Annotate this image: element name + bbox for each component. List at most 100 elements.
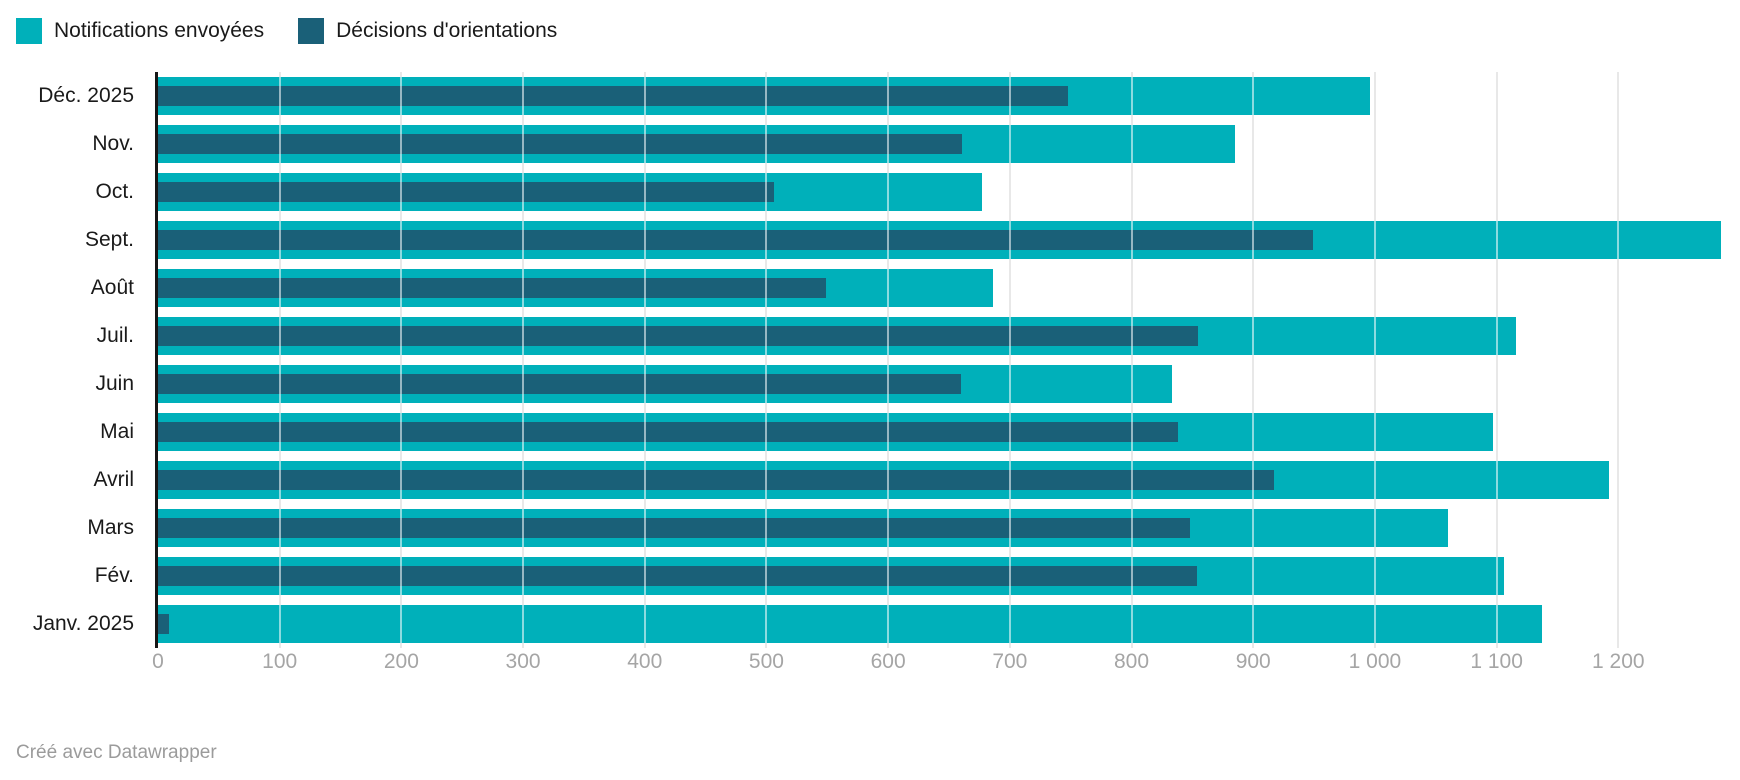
gridline-over-bar [643, 182, 646, 202]
x-tick-label: 100 [262, 650, 298, 673]
gridline [1252, 72, 1255, 648]
gridline-over-bar [278, 278, 281, 298]
bar-decisions[interactable] [158, 278, 827, 298]
bar-notifications[interactable] [158, 605, 1542, 643]
gridline-over-bar [1373, 461, 1376, 499]
bar-decisions[interactable] [158, 374, 962, 394]
bar-decisions[interactable] [158, 182, 774, 202]
bar-row [158, 552, 1740, 600]
gridline-over-bar [278, 86, 281, 106]
gridline-over-bar [643, 605, 646, 643]
gridline-over-bar [400, 230, 403, 250]
gridline-over-bar [1130, 230, 1133, 250]
gridline-over-bar [765, 518, 768, 538]
gridline-over-bar [278, 326, 281, 346]
legend-label-notifications: Notifications envoyées [54, 19, 265, 42]
bar-decisions[interactable] [158, 566, 1198, 586]
gridline-over-bar [522, 182, 525, 202]
bar-row [158, 168, 1740, 216]
gridline-over-bar [1495, 221, 1498, 259]
gridline-over-bar [887, 422, 890, 442]
gridline-over-bar [887, 374, 890, 394]
gridline-over-bar [278, 518, 281, 538]
gridline-over-bar [1130, 326, 1133, 346]
bar-row [158, 504, 1740, 552]
x-tick-label: 1 000 [1348, 650, 1402, 673]
legend-item-decisions: Décisions d'orientations [298, 18, 557, 44]
gridline-over-bar [522, 470, 525, 490]
category-label: Mars [87, 516, 134, 539]
gridline-over-bar [1008, 470, 1011, 490]
gridline-over-bar [1130, 422, 1133, 442]
legend-label-decisions: Décisions d'orientations [336, 19, 558, 42]
gridline-over-bar [643, 230, 646, 250]
category-label: Oct. [95, 180, 134, 203]
gridline-over-bar [400, 86, 403, 106]
bar-decisions[interactable] [158, 422, 1178, 442]
gridline-over-bar [765, 326, 768, 346]
gridline-over-bar [643, 470, 646, 490]
gridline-over-bar [643, 422, 646, 442]
gridline-over-bar [1252, 509, 1255, 547]
gridline-over-bar [887, 86, 890, 106]
gridline-over-bar [765, 134, 768, 154]
gridline-over-bar [765, 278, 768, 298]
gridline-over-bar [1252, 605, 1255, 643]
gridline-over-bar [400, 278, 403, 298]
gridline-over-bar [522, 278, 525, 298]
gridline-over-bar [1252, 413, 1255, 451]
x-tick-label: 500 [748, 650, 784, 673]
gridline-over-bar [887, 269, 890, 307]
gridline-over-bar [1495, 557, 1498, 595]
bar-row [158, 216, 1740, 264]
gridline-over-bar [887, 326, 890, 346]
y-axis-labels: Déc. 2025 Nov. Oct. Sept. Août Juil. Juin Mai Av… [0, 72, 146, 648]
gridline-over-bar [522, 86, 525, 106]
gridline-over-bar [1495, 461, 1498, 499]
gridline-over-bar [887, 230, 890, 250]
gridline-over-bar [1130, 125, 1133, 163]
gridline-over-bar [643, 278, 646, 298]
bar-row [158, 408, 1740, 456]
gridline-over-bar [765, 374, 768, 394]
gridline-over-bar [400, 422, 403, 442]
x-tick-label: 700 [992, 650, 1028, 673]
bar-decisions[interactable] [158, 86, 1069, 106]
bar-decisions[interactable] [158, 134, 963, 154]
x-tick-label: 600 [870, 650, 906, 673]
legend-swatch-decisions [298, 18, 325, 44]
y-axis-line [155, 72, 158, 648]
gridline-over-bar [643, 86, 646, 106]
bar-decisions[interactable] [158, 518, 1190, 538]
gridline-over-bar [1008, 326, 1011, 346]
gridline [1130, 72, 1133, 648]
bar-decisions[interactable] [158, 326, 1199, 346]
gridline-over-bar [887, 134, 890, 154]
bar-decisions[interactable] [158, 470, 1274, 490]
gridline-over-bar [278, 422, 281, 442]
gridline [278, 72, 281, 648]
attribution-text[interactable]: Créé avec Datawrapper [16, 742, 217, 763]
x-tick-label: 0 [152, 650, 164, 673]
x-tick-label: 1 200 [1592, 650, 1645, 673]
gridline-over-bar [1252, 77, 1255, 115]
gridline-over-bar [1008, 365, 1011, 403]
x-tick-label: 400 [627, 650, 663, 673]
gridline-over-bar [1495, 317, 1498, 355]
bar-decisions[interactable] [158, 614, 169, 634]
gridline [643, 72, 646, 648]
gridline-over-bar [278, 566, 281, 586]
gridline-over-bar [400, 374, 403, 394]
category-label: Juin [95, 372, 134, 395]
gridline-over-bar [1252, 317, 1255, 355]
gridline-over-bar [278, 605, 281, 643]
gridline-over-bar [400, 518, 403, 538]
bar-decisions[interactable] [158, 230, 1313, 250]
gridline-over-bar [1252, 230, 1255, 250]
gridline-over-bar [278, 230, 281, 250]
gridline-over-bar [1495, 605, 1498, 643]
gridline-over-bar [1008, 125, 1011, 163]
gridline-over-bar [400, 182, 403, 202]
gridline-over-bar [887, 173, 890, 211]
gridline [522, 72, 525, 648]
